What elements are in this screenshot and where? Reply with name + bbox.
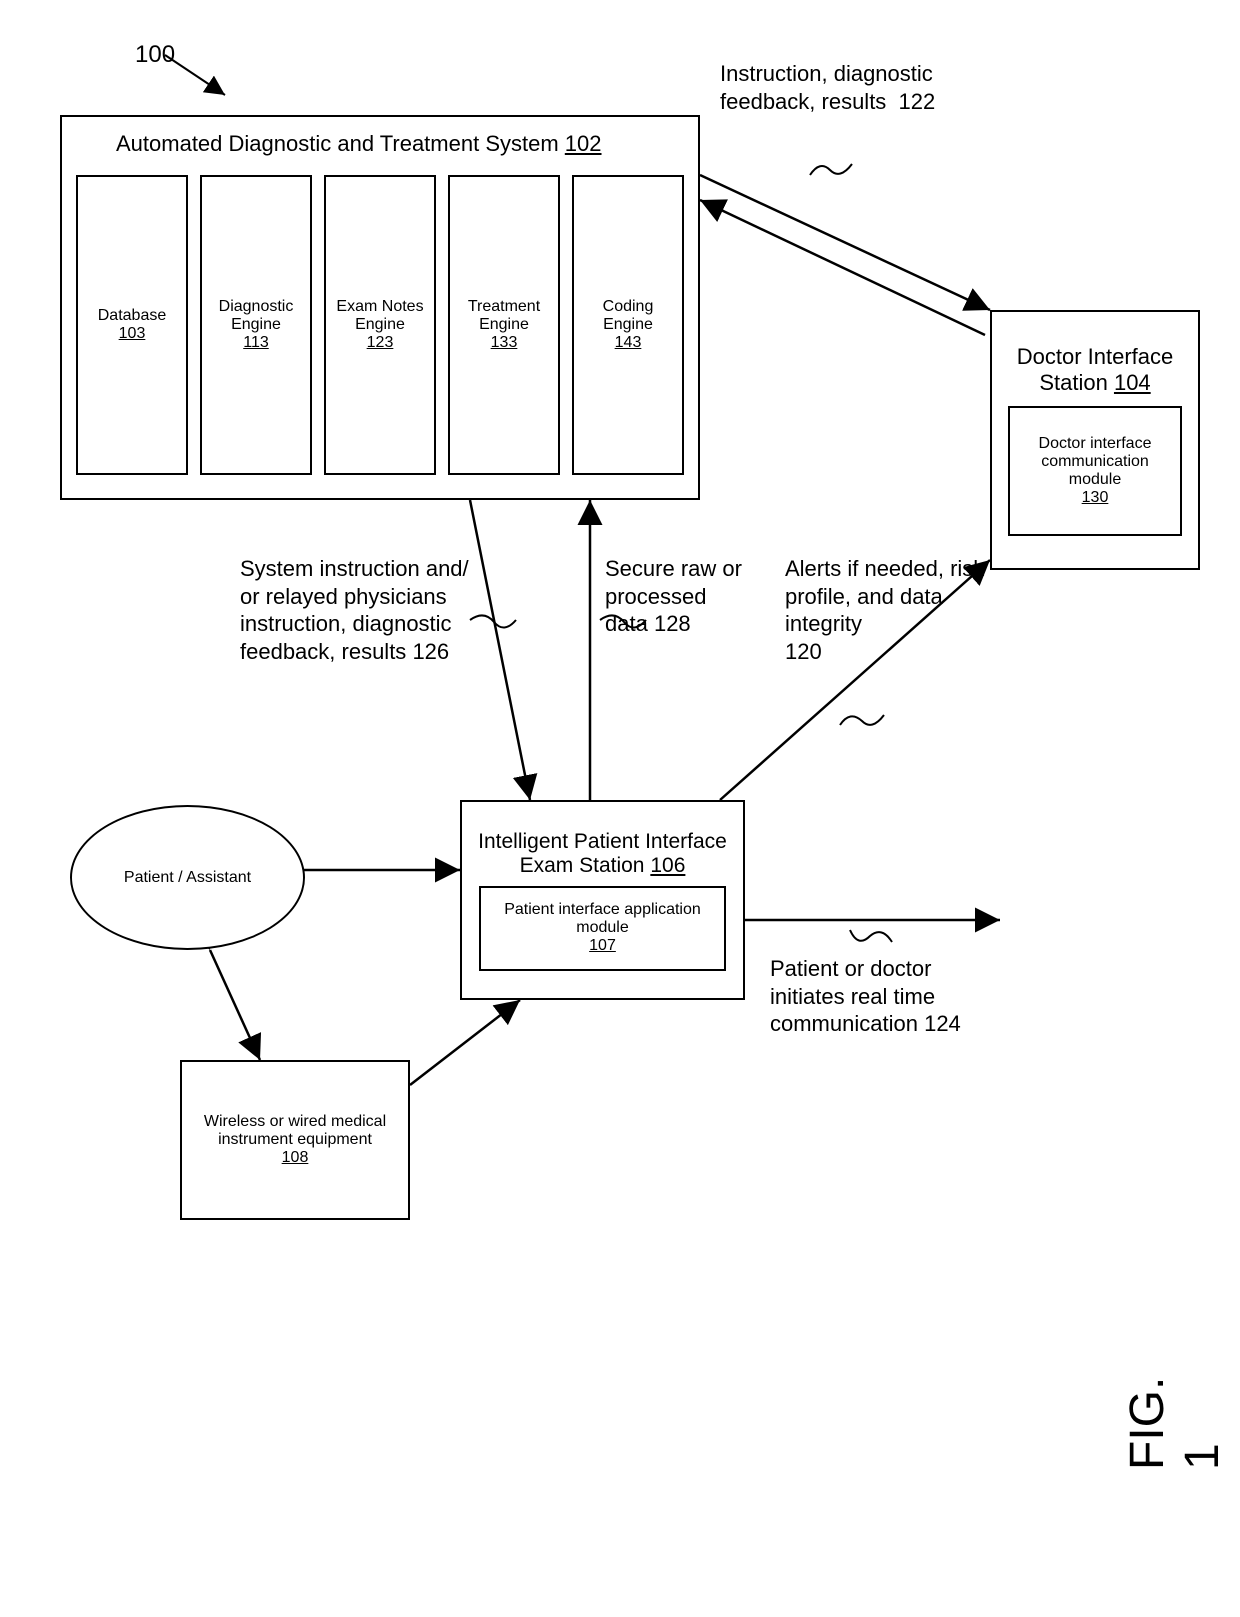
system-box: Automated Diagnostic and Treatment Syste… [60,115,700,500]
system-title: Automated Diagnostic and Treatment Syste… [116,131,559,156]
patient-app-module-box: Patient interface application module 107 [479,886,726,971]
edge-124-text: Patient or doctor initiates real time co… [770,956,935,1036]
equipment-title: Wireless or wired medical instrument equ… [188,1113,402,1149]
edge-126-label: System instruction and/ or relayed physi… [240,555,490,665]
exam-notes-title: Exam Notes Engine [330,298,430,334]
diagnostic-ref: 113 [243,334,269,352]
edge-120-text: Alerts if needed, risk profile, and data… [785,556,984,636]
doctor-station-ref: 104 [1114,370,1151,395]
patient-station-box: Intelligent Patient Interface Exam Stati… [460,800,745,1000]
patient-station-title: Intelligent Patient Interface Exam Stati… [478,830,727,877]
patient-ellipse: Patient / Assistant [70,805,305,950]
figure-ref-100: 100 [135,40,175,70]
edge-120-ref: 120 [785,639,822,664]
treatment-engine-box: Treatment Engine 133 [448,175,560,475]
equipment-box: Wireless or wired medical instrument equ… [180,1060,410,1220]
edge-122-ref: 122 [899,89,936,114]
patient-app-title: Patient interface application module [485,901,720,937]
doctor-comm-ref: 130 [1082,489,1109,507]
patient-label: Patient / Assistant [124,869,251,887]
coding-ref: 143 [615,334,642,352]
treatment-ref: 133 [491,334,518,352]
diagnostic-engine-box: Diagnostic Engine 113 [200,175,312,475]
edge-126-ref: 126 [412,639,449,664]
edge-124-label: Patient or doctor initiates real time co… [770,955,1000,1038]
database-box: Database 103 [76,175,188,475]
patient-app-ref: 107 [589,937,616,955]
exam-notes-box: Exam Notes Engine 123 [324,175,436,475]
doctor-comm-title: Doctor interface communication module [1014,435,1177,489]
figure-label: FIG. 1 [1120,1340,1230,1470]
coding-title: Coding Engine [578,298,678,334]
equipment-ref: 108 [282,1149,309,1167]
treatment-title: Treatment Engine [454,298,554,334]
exam-notes-ref: 123 [367,334,394,352]
doctor-comm-module-box: Doctor interface communication module 13… [1008,406,1183,536]
doctor-station-box: Doctor Interface Station 104 Doctor inte… [990,310,1200,570]
edge-128-label: Secure raw or processed data 128 [605,555,765,638]
database-title: Database [98,307,167,325]
diagnostic-title: Diagnostic Engine [206,298,306,334]
edge-122-label: Instruction, diagnostic feedback, result… [720,60,980,115]
system-ref: 102 [565,131,602,156]
edge-124-ref: 124 [924,1011,961,1036]
patient-station-ref: 106 [650,854,685,877]
database-ref: 103 [119,325,146,343]
edge-120-label: Alerts if needed, risk profile, and data… [785,555,985,665]
edge-128-ref: 128 [654,611,691,636]
coding-engine-box: Coding Engine 143 [572,175,684,475]
